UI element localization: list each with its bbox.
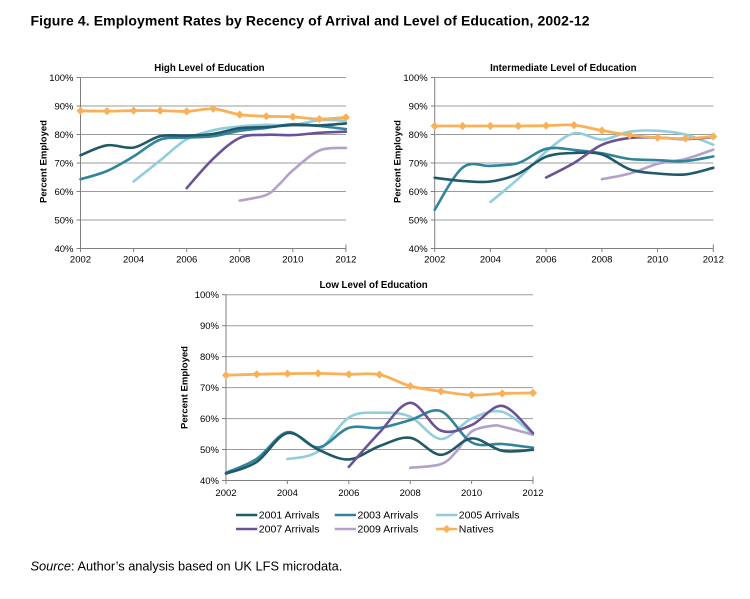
svg-text:80%: 80% (409, 130, 429, 141)
svg-text:2006: 2006 (338, 488, 359, 499)
svg-text:Percent Employed: Percent Employed (393, 120, 404, 203)
svg-text:50%: 50% (54, 215, 74, 226)
svg-text:2009 Arrivals: 2009 Arrivals (358, 524, 419, 536)
svg-text:Figure 4. Employment Rates by: Figure 4. Employment Rates by Recency of… (31, 13, 590, 29)
svg-text:40%: 40% (200, 476, 220, 487)
svg-text:2001 Arrivals: 2001 Arrivals (259, 510, 320, 522)
svg-text:2012: 2012 (703, 254, 724, 265)
svg-text:2004: 2004 (480, 254, 501, 265)
svg-text:80%: 80% (54, 130, 74, 141)
svg-text:2008: 2008 (229, 254, 250, 265)
svg-text:2007 Arrivals: 2007 Arrivals (259, 524, 320, 536)
svg-text:100%: 100% (403, 73, 428, 84)
svg-text:90%: 90% (200, 321, 220, 332)
svg-text:60%: 60% (409, 187, 429, 198)
svg-text:40%: 40% (54, 244, 74, 255)
svg-text:Intermediate Level of Educatio: Intermediate Level of Education (490, 63, 637, 74)
svg-text:2006: 2006 (176, 254, 197, 265)
svg-text:2010: 2010 (282, 254, 303, 265)
svg-text:2004: 2004 (277, 488, 298, 499)
svg-text:2002: 2002 (70, 254, 91, 265)
svg-text:70%: 70% (200, 383, 220, 394)
svg-text:Percent Employed: Percent Employed (39, 120, 50, 203)
svg-text:2010: 2010 (461, 488, 482, 499)
svg-text:2012: 2012 (335, 254, 356, 265)
svg-text:100%: 100% (49, 73, 74, 84)
svg-text:2002: 2002 (215, 488, 236, 499)
svg-text:Source: Author’s analysis base: Source: Author’s analysis based on UK LF… (31, 559, 343, 574)
svg-text:Low Level of Education: Low Level of Education (320, 280, 428, 291)
svg-text:2010: 2010 (647, 254, 668, 265)
svg-text:70%: 70% (409, 158, 429, 169)
svg-text:50%: 50% (409, 215, 429, 226)
svg-text:2008: 2008 (400, 488, 421, 499)
svg-text:90%: 90% (54, 101, 74, 112)
svg-text:2003 Arrivals: 2003 Arrivals (358, 510, 419, 522)
svg-text:60%: 60% (54, 187, 74, 198)
svg-text:2006: 2006 (536, 254, 557, 265)
svg-text:90%: 90% (409, 101, 429, 112)
svg-text:Natives: Natives (459, 524, 494, 536)
svg-text:50%: 50% (200, 445, 220, 456)
svg-text:Percent Employed: Percent Employed (180, 346, 191, 429)
svg-text:2005 Arrivals: 2005 Arrivals (459, 510, 520, 522)
svg-text:2012: 2012 (522, 488, 543, 499)
svg-text:High Level of Education: High Level of Education (154, 63, 264, 74)
svg-text:2008: 2008 (591, 254, 612, 265)
svg-text:80%: 80% (200, 352, 220, 363)
svg-text:60%: 60% (200, 414, 220, 425)
svg-text:40%: 40% (409, 244, 429, 255)
svg-text:70%: 70% (54, 158, 74, 169)
svg-text:2002: 2002 (424, 254, 445, 265)
svg-text:2004: 2004 (123, 254, 144, 265)
svg-text:100%: 100% (195, 290, 220, 301)
